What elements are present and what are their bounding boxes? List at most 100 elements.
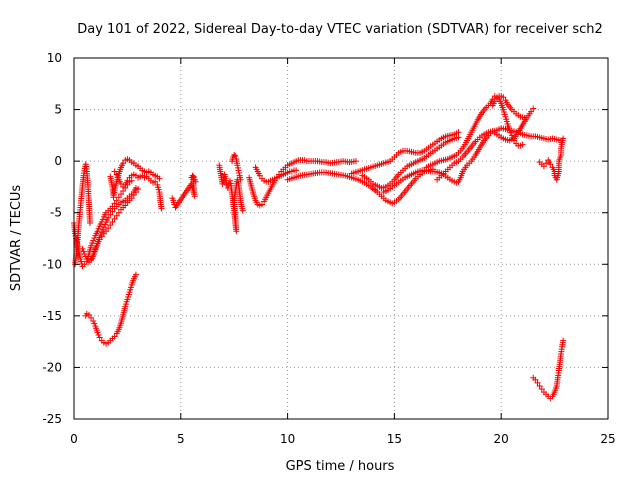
data-point	[130, 192, 137, 199]
series-sat-track-r	[489, 93, 528, 121]
series-sat-track-q	[434, 105, 537, 183]
data-point	[88, 314, 95, 321]
data-point	[79, 245, 86, 252]
data-point	[455, 134, 462, 141]
data-point	[103, 228, 110, 235]
series-sat-track-d	[88, 185, 142, 263]
data-point	[536, 382, 543, 389]
y-axis-title: SDTVAR / TECUs	[9, 185, 24, 292]
y-tick-label: 0	[54, 154, 62, 168]
data-point	[234, 164, 241, 171]
data-point	[111, 333, 118, 340]
series-sat-track-k	[252, 164, 300, 185]
y-tick-label: -15	[42, 309, 62, 323]
data-point	[94, 228, 101, 235]
series-sat-track-m	[348, 129, 462, 177]
data-point	[107, 222, 114, 229]
data-point	[560, 135, 567, 142]
data-point	[88, 256, 95, 263]
series-sat-track-l	[284, 166, 436, 207]
series-sat-track-n	[359, 134, 462, 191]
data-point	[227, 180, 234, 187]
data-point	[352, 158, 359, 165]
data-point	[543, 160, 550, 167]
data-point	[120, 160, 127, 167]
data-point	[132, 271, 139, 278]
data-point	[80, 248, 87, 255]
data-point	[89, 253, 96, 260]
data-point	[113, 212, 120, 219]
data-point	[91, 248, 98, 255]
data-point	[455, 129, 462, 136]
data-point	[231, 151, 238, 158]
data-point	[98, 233, 105, 240]
grid-layer	[74, 58, 608, 419]
series-sat-track-g	[82, 271, 139, 347]
data-point	[234, 162, 241, 169]
data-point	[113, 197, 120, 204]
series-sat-track-p	[423, 93, 526, 171]
data-point	[111, 168, 118, 175]
data-point	[132, 189, 139, 196]
data-point	[540, 163, 547, 170]
data-point	[519, 141, 526, 148]
series-sat-track-e	[107, 156, 163, 201]
y-tick-label: 5	[54, 103, 62, 117]
data-point	[82, 253, 89, 260]
data-point	[258, 201, 265, 208]
data-point	[530, 105, 537, 112]
data-point	[109, 208, 116, 215]
data-point	[293, 167, 300, 174]
data-point	[99, 216, 106, 223]
x-tick-label: 25	[600, 432, 615, 446]
x-axis-title: GPS time / hours	[286, 459, 395, 474]
x-tick-label: 20	[494, 432, 509, 446]
data-point	[256, 172, 263, 179]
data-point	[81, 261, 88, 268]
y-tick-label: -5	[50, 206, 62, 220]
data-point	[226, 177, 233, 184]
x-tick-label: 0	[70, 432, 78, 446]
data-point	[491, 98, 498, 105]
y-tick-label: 10	[47, 51, 62, 65]
data-point	[111, 215, 118, 222]
data-point	[100, 224, 107, 231]
data-point	[117, 191, 124, 198]
y-tick-label: -10	[42, 257, 62, 271]
data-point	[538, 386, 545, 393]
data-point	[152, 178, 159, 185]
plot-frame	[73, 57, 609, 420]
data-point	[94, 329, 101, 336]
data-point	[158, 205, 165, 212]
data-point	[232, 152, 239, 159]
data-point	[117, 180, 124, 187]
data-point	[88, 242, 95, 249]
data-point	[89, 240, 96, 247]
data-point	[105, 225, 112, 232]
data-point	[99, 226, 106, 233]
data-point	[506, 127, 513, 134]
data-point	[239, 207, 246, 214]
x-tick-label: 5	[177, 432, 185, 446]
data-point	[190, 173, 197, 180]
x-tick-label: 10	[280, 432, 295, 446]
data-point	[521, 114, 528, 121]
data-point	[90, 237, 97, 244]
data-point	[115, 209, 122, 216]
data-point	[124, 177, 131, 184]
data-point	[156, 175, 163, 182]
data-point	[96, 334, 103, 341]
series-sat-track-s	[536, 135, 567, 183]
data-point	[128, 195, 135, 202]
data-point	[91, 320, 98, 327]
data-point	[95, 331, 102, 338]
data-point	[72, 230, 79, 237]
series-sat-track-f	[111, 168, 165, 212]
series-sat-track-h	[169, 172, 199, 211]
y-tick-label: -25	[42, 412, 62, 426]
series-sat-track-b	[71, 177, 135, 270]
data-point	[81, 250, 88, 257]
data-point	[235, 167, 242, 174]
data-point	[534, 379, 541, 386]
